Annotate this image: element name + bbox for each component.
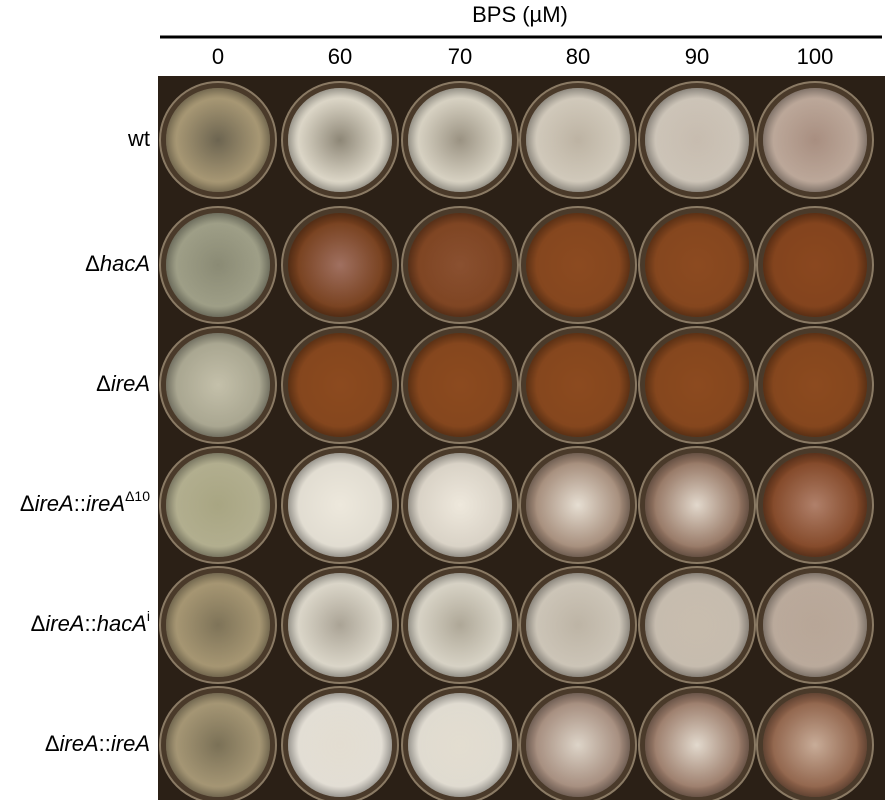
well-shade: [763, 213, 867, 317]
well-shade: [408, 453, 512, 557]
well-shade: [166, 693, 270, 797]
row-label: ΔireA: [96, 371, 150, 396]
well-shade: [645, 88, 749, 192]
row-label-part: ::: [84, 611, 96, 636]
row-label: ΔhacA: [85, 251, 150, 276]
well-shade: [288, 453, 392, 557]
row-label-part: ireA: [86, 491, 125, 516]
well-shade: [166, 213, 270, 317]
well-shade: [645, 573, 749, 677]
well-shade: [408, 573, 512, 677]
row-label-part: ireA: [35, 491, 74, 516]
column-label: 0: [212, 44, 224, 69]
row-label-part: ireA: [60, 731, 99, 756]
well-shade: [288, 333, 392, 437]
row-label-part: Δ: [45, 731, 60, 756]
well-shade: [645, 693, 749, 797]
well-shade: [166, 333, 270, 437]
row-label-part: hacA: [100, 251, 150, 276]
labels: 0 60 70 80 90 100wtΔhacAΔireAΔireA::ireAΔ10Δi…: [20, 44, 833, 756]
well-shade: [408, 333, 512, 437]
well-shade: [763, 88, 867, 192]
header-title: BPS (µM): [472, 2, 568, 27]
row-label: ΔireA::ireA: [45, 731, 150, 756]
well-shade: [526, 453, 630, 557]
well-shade: [645, 453, 749, 557]
row-label-part: ::: [99, 731, 111, 756]
well-shade: [763, 453, 867, 557]
row-label: ΔireA::ireAΔ10: [20, 488, 150, 516]
plate: [158, 76, 885, 800]
row-label-part: hacA: [97, 611, 147, 636]
row-label: ΔireA::hacAi: [31, 608, 150, 636]
well-shade: [288, 693, 392, 797]
well-shade: [526, 88, 630, 192]
row-label-part: Δ: [85, 251, 100, 276]
well-shade: [166, 453, 270, 557]
well-shade: [408, 213, 512, 317]
well-shade: [645, 213, 749, 317]
row-label-part: ireA: [45, 611, 84, 636]
well-shade: [288, 213, 392, 317]
well-shade: [645, 333, 749, 437]
well-shade: [763, 333, 867, 437]
row-label-part: wt: [127, 126, 150, 151]
well-shade: [288, 88, 392, 192]
well-shade: [763, 573, 867, 677]
well-shade: [288, 573, 392, 677]
well-shade: [166, 88, 270, 192]
well-shade: [408, 88, 512, 192]
well-shade: [526, 693, 630, 797]
row-label-part: Δ: [96, 371, 111, 396]
column-label: 60: [328, 44, 352, 69]
row-label-part: i: [147, 608, 150, 624]
column-label: 80: [566, 44, 590, 69]
row-label-part: ::: [74, 491, 86, 516]
column-label: 70: [448, 44, 472, 69]
well-shade: [408, 693, 512, 797]
row-label-part: ireA: [111, 731, 150, 756]
row-label-part: Δ10: [125, 488, 150, 504]
row-label-part: Δ: [31, 611, 46, 636]
row-label-part: ireA: [111, 371, 150, 396]
well-shade: [526, 573, 630, 677]
well-shade: [763, 693, 867, 797]
row-label: wt: [127, 126, 150, 151]
row-label-part: Δ: [20, 491, 35, 516]
well-shade: [526, 213, 630, 317]
wells: [159, 81, 874, 800]
well-shade: [166, 573, 270, 677]
column-label: 90: [685, 44, 709, 69]
column-label: 100: [797, 44, 834, 69]
well-shade: [526, 333, 630, 437]
